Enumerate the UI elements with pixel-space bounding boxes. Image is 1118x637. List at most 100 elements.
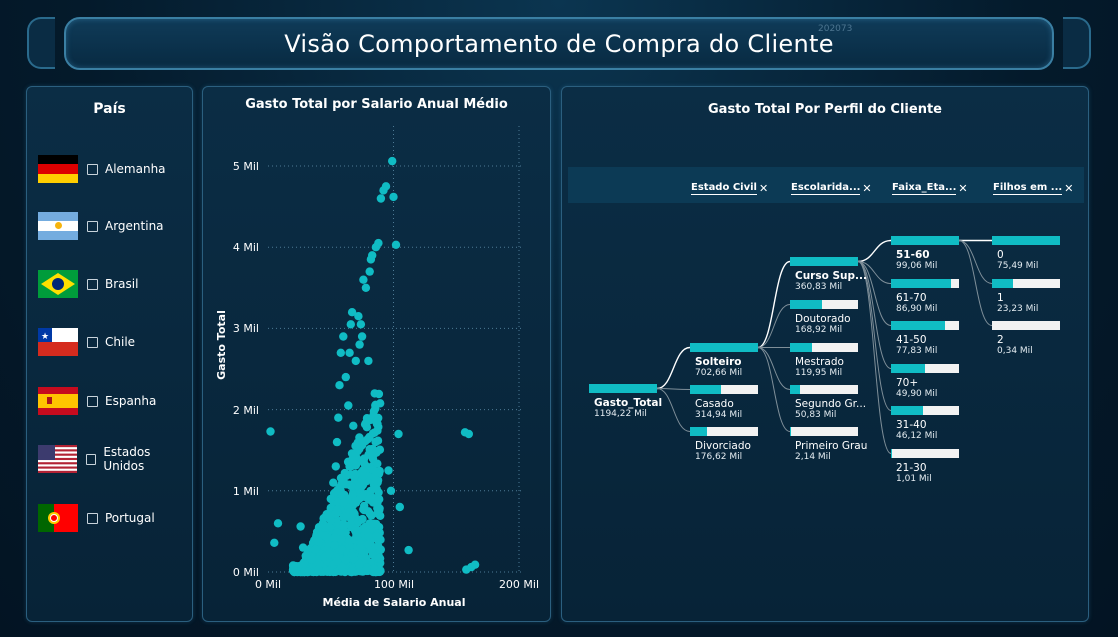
scatter-point[interactable] — [335, 381, 344, 390]
scatter-point[interactable] — [320, 531, 329, 540]
scatter-point[interactable] — [389, 192, 398, 202]
scatter-point[interactable] — [381, 182, 391, 191]
scatter-point[interactable] — [372, 484, 381, 494]
checkbox[interactable] — [87, 336, 98, 348]
scatter-point[interactable] — [375, 553, 384, 563]
scatter-point[interactable] — [344, 401, 353, 410]
scatter-point[interactable] — [288, 561, 298, 570]
scatter-point[interactable] — [360, 454, 369, 463]
scatter-point[interactable] — [371, 475, 381, 485]
scatter-point[interactable] — [370, 389, 379, 398]
tree-header-faixa-etaria[interactable]: Faixa_Eta... ✕ — [892, 180, 968, 196]
scatter-point[interactable] — [375, 567, 385, 576]
scatter-point[interactable] — [373, 459, 382, 468]
scatter-chart[interactable]: 0 Mil 1 Mil 2 Mil 3 Mil 4 Mil 5 Mil 0 Mi… — [203, 87, 552, 623]
country-item-espanha[interactable]: Espanha — [38, 386, 156, 416]
scatter-point[interactable] — [359, 275, 368, 284]
checkbox[interactable] — [87, 163, 98, 175]
checkbox[interactable] — [87, 278, 98, 290]
scatter-point[interactable] — [404, 545, 413, 555]
scatter-point[interactable] — [342, 471, 351, 480]
scatter-point[interactable] — [376, 194, 386, 203]
scatter-point[interactable] — [339, 522, 348, 531]
scatter-point[interactable] — [394, 429, 403, 439]
checkbox[interactable] — [87, 512, 98, 524]
scatter-point[interactable] — [361, 437, 370, 446]
scatter-point[interactable] — [464, 429, 473, 439]
checkbox[interactable] — [87, 395, 98, 407]
scatter-point[interactable] — [354, 312, 363, 321]
scatter-point[interactable] — [375, 445, 385, 454]
scatter-point[interactable] — [298, 543, 308, 552]
remove-level-icon[interactable]: ✕ — [862, 181, 872, 195]
scatter-point[interactable] — [373, 426, 382, 435]
scatter-point[interactable] — [347, 551, 356, 560]
scatter-point[interactable] — [388, 156, 397, 166]
scatter-point[interactable] — [371, 437, 380, 447]
scatter-point[interactable] — [324, 511, 333, 520]
scatter-point[interactable] — [358, 491, 367, 501]
tree-node-level3[interactable]: 70+ 49,90 Mil — [891, 364, 959, 400]
scatter-point[interactable] — [332, 437, 342, 447]
scatter-point[interactable] — [345, 348, 354, 357]
scatter-point[interactable] — [347, 482, 356, 491]
remove-level-icon[interactable]: ✕ — [958, 181, 968, 195]
scatter-point[interactable] — [356, 320, 366, 329]
scatter-point[interactable] — [325, 566, 334, 575]
scatter-point[interactable] — [333, 497, 342, 506]
scatter-point[interactable] — [372, 532, 381, 541]
scatter-point[interactable] — [364, 356, 373, 366]
scatter-point[interactable] — [314, 564, 323, 574]
scatter-point[interactable] — [360, 526, 370, 535]
scatter-point[interactable] — [341, 555, 351, 564]
scatter-point[interactable] — [339, 332, 348, 341]
scatter-point[interactable] — [376, 545, 385, 554]
scatter-point[interactable] — [333, 507, 342, 517]
country-item-alemanha[interactable]: Alemanha — [38, 154, 166, 184]
tree-node-level2[interactable]: Doutorado 168,92 Mil — [790, 300, 858, 336]
scatter-point[interactable] — [347, 566, 356, 575]
scatter-point[interactable] — [362, 565, 371, 575]
scatter-point[interactable] — [332, 557, 342, 566]
scatter-point[interactable] — [351, 356, 360, 366]
scatter-point[interactable] — [366, 449, 375, 459]
country-item-argentina[interactable]: Argentina — [38, 211, 164, 241]
tree-node-level3[interactable]: 21-30 1,01 Mil — [891, 449, 959, 485]
scatter-point[interactable] — [384, 466, 393, 475]
scatter-point[interactable] — [355, 543, 365, 552]
scatter-point[interactable] — [347, 449, 357, 458]
tree-node-level3[interactable]: 31-40 46,12 Mil — [891, 406, 959, 442]
scatter-point[interactable] — [361, 283, 371, 292]
tree-node-level3[interactable]: 61-70 86,90 Mil — [891, 279, 959, 315]
scatter-point[interactable] — [341, 372, 350, 382]
scatter-point[interactable] — [371, 401, 380, 410]
scatter-point[interactable] — [470, 560, 480, 569]
scatter-point[interactable] — [330, 541, 339, 550]
tree-node-level3[interactable]: 41-50 77,83 Mil — [891, 321, 959, 357]
tree-node-level1[interactable]: Divorciado 176,62 Mil — [690, 427, 758, 463]
tree-node-level1[interactable]: Solteiro 702,66 Mil — [690, 343, 758, 379]
scatter-point[interactable] — [339, 498, 348, 507]
scatter-point[interactable] — [355, 560, 364, 569]
scatter-point[interactable] — [349, 421, 358, 430]
scatter-point[interactable] — [307, 555, 317, 564]
scatter-point[interactable] — [334, 413, 343, 422]
country-item-brasil[interactable]: Brasil — [38, 269, 138, 299]
scatter-point[interactable] — [368, 251, 377, 260]
scatter-point[interactable] — [371, 519, 381, 529]
tree-node-level4[interactable]: 0 75,49 Mil — [992, 236, 1060, 272]
scatter-point[interactable] — [386, 486, 396, 495]
scatter-point[interactable] — [296, 522, 305, 531]
scatter-point[interactable] — [372, 417, 381, 426]
scatter-point[interactable] — [364, 539, 373, 549]
tree-node-root[interactable]: Gasto_Total 1194,22 Mil — [589, 384, 662, 420]
scatter-point[interactable] — [270, 538, 279, 547]
scatter-point[interactable] — [357, 332, 367, 341]
scatter-point[interactable] — [324, 549, 334, 559]
scatter-point[interactable] — [373, 498, 382, 507]
scatter-point[interactable] — [314, 536, 323, 546]
tree-node-level3[interactable]: 51-60 99,06 Mil — [891, 236, 959, 272]
country-item-portugal[interactable]: Portugal — [38, 503, 155, 533]
remove-level-icon[interactable]: ✕ — [758, 181, 769, 195]
scatter-point[interactable] — [356, 567, 365, 576]
